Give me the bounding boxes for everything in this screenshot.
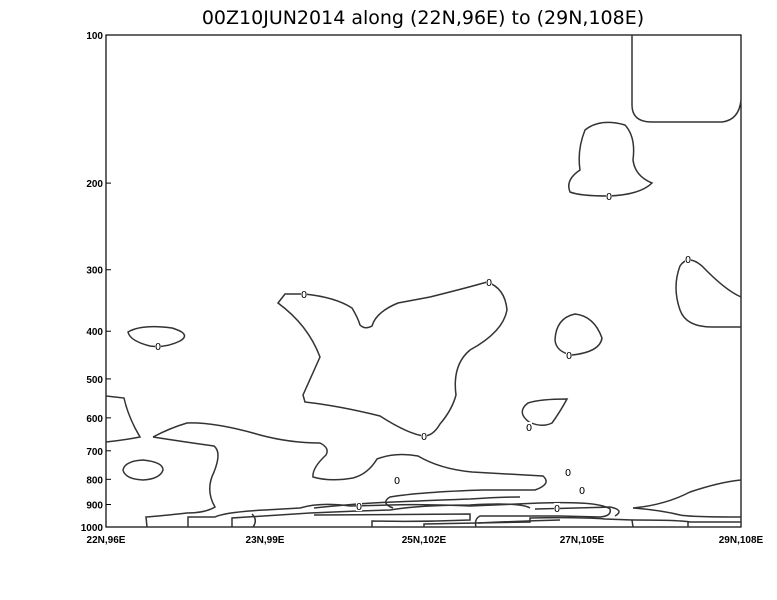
contour-line [145, 436, 219, 528]
contour-line [631, 35, 742, 123]
y-tick-label: 800 [86, 475, 103, 486]
contour-line [127, 325, 186, 348]
contour-value-label: 0 [356, 502, 362, 513]
contour-line [554, 313, 603, 356]
contour-value-label: 0 [565, 468, 571, 479]
contour-value-label: 0 [526, 423, 532, 434]
contour-value-label: 0 [486, 278, 492, 289]
contour-value-label: 0 [155, 342, 161, 353]
contour-value-label: 0 [685, 255, 691, 266]
x-tick-label: 27N,105E [560, 535, 605, 546]
contour-value-label: 0 [566, 351, 572, 362]
contour-line [251, 513, 256, 528]
x-tick-label: 25N,102E [402, 535, 447, 546]
x-tick-label: 29N,108E [719, 535, 764, 546]
contour-line [276, 281, 508, 437]
y-tick-label: 400 [86, 327, 103, 338]
contour-line [152, 422, 547, 509]
contour-line [534, 506, 620, 517]
contour-line [568, 121, 654, 197]
contour-value-label: 0 [554, 504, 560, 515]
contour-value-label: 0 [606, 192, 612, 203]
chart-title: 00Z10JUN2014 along (22N,96E) to (29N,108… [202, 7, 644, 29]
contour-value-label: 0 [301, 290, 307, 301]
contour-line [313, 513, 471, 527]
contour-line [231, 503, 531, 527]
contour-line [105, 395, 142, 443]
contour-line [122, 459, 164, 481]
contour-line [477, 519, 561, 524]
contour-line [675, 259, 742, 328]
x-axis: 22N,96E 23N,99E 25N,102E 27N,105E 29N,108E [87, 535, 764, 546]
y-tick-label: 700 [86, 447, 103, 458]
y-tick-label: 900 [86, 500, 103, 511]
contour-value-label: 0 [394, 476, 400, 487]
y-tick-label: 600 [86, 414, 103, 425]
y-tick-label: 1000 [81, 523, 104, 534]
y-axis: 100 200 300 400 500 600 700 800 900 1000 [81, 31, 111, 534]
contour-line [313, 496, 521, 509]
y-tick-label: 200 [86, 179, 103, 190]
x-tick-label: 22N,96E [87, 535, 126, 546]
contour-line [632, 479, 742, 518]
plot-frame [105, 34, 742, 528]
y-tick-label: 300 [86, 266, 103, 277]
contour-line [521, 398, 569, 426]
y-tick-label: 500 [86, 375, 103, 386]
contour-line [423, 516, 634, 528]
contour-value-label: 0 [421, 432, 427, 443]
x-tick-label: 23N,99E [246, 535, 285, 546]
contour-lines [105, 35, 742, 528]
contour-line [631, 519, 741, 523]
contour-value-label: 0 [579, 486, 585, 497]
y-tick-label: 100 [86, 31, 103, 42]
contour-line [187, 501, 612, 528]
